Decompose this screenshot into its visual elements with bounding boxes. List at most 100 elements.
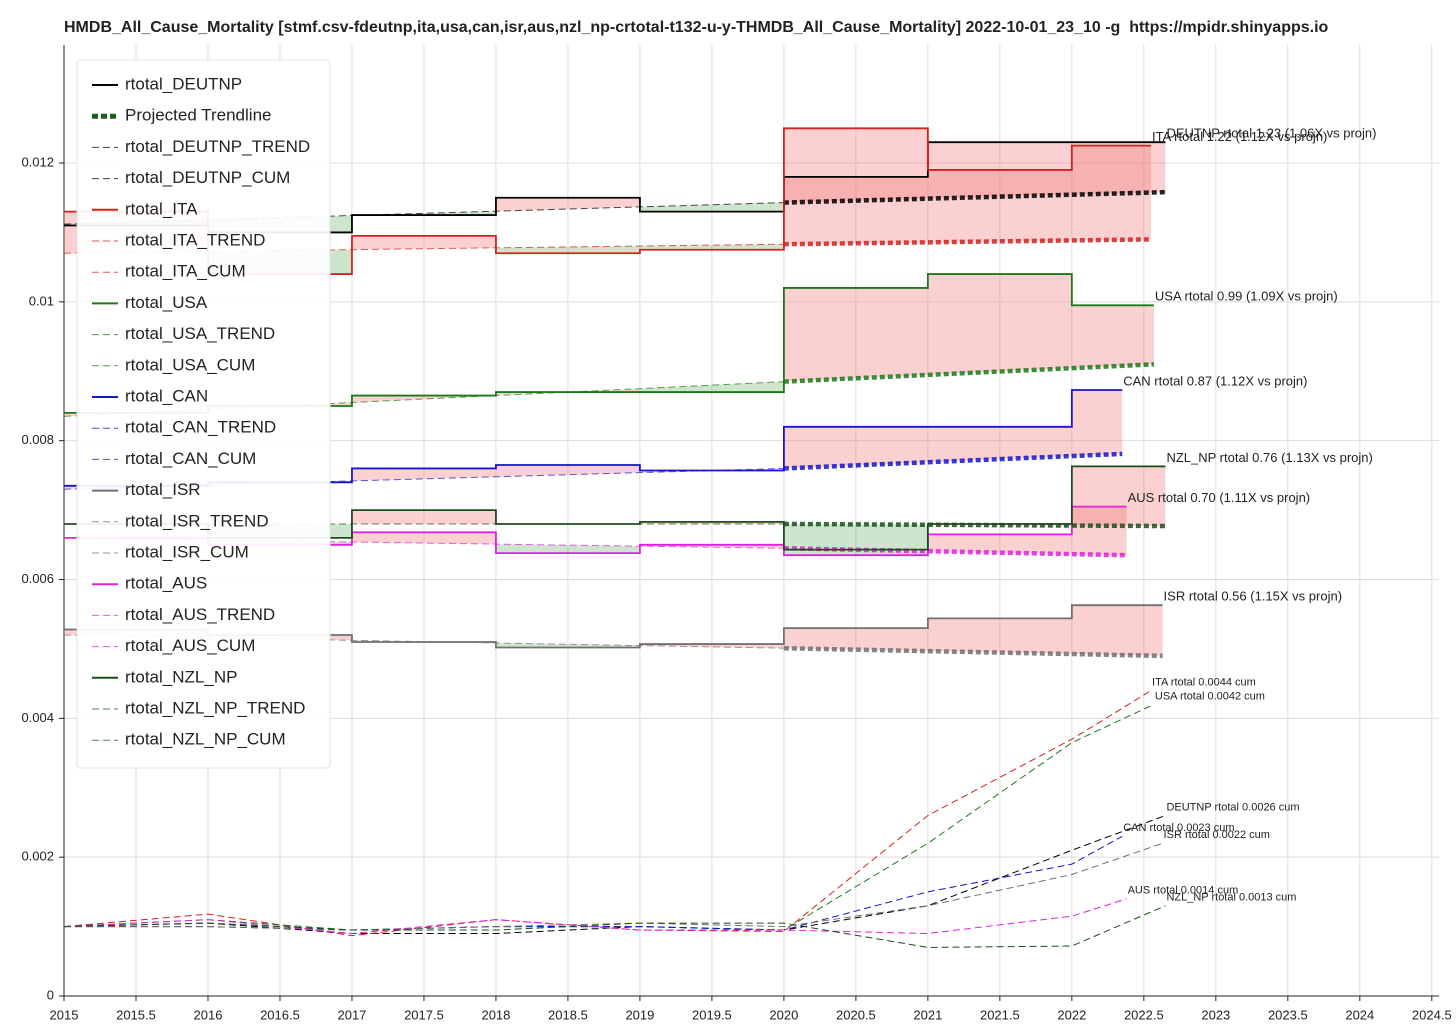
projected-trend [783, 362, 1155, 384]
legend-label: rtotal_NZL_NP_TREND [125, 698, 305, 717]
x-tick-label: 2016 [194, 1007, 223, 1022]
y-tick-label: 0 [47, 987, 54, 1002]
projected-trend [783, 237, 1152, 247]
legend-label: rtotal_USA_TREND [125, 324, 275, 343]
series-label: USA rtotal 0.99 (1.09X vs projn) [1155, 289, 1338, 304]
trend-line [63, 467, 784, 490]
excess-fill [783, 128, 928, 245]
trend-line [63, 381, 784, 417]
x-tick-label: 2018 [481, 1007, 510, 1022]
legend-label: rtotal_AUS_TREND [125, 605, 275, 624]
projected-trend [783, 451, 1123, 471]
excess-fill [783, 426, 928, 469]
excess-fill [1071, 605, 1163, 656]
x-tick-label: 2017.5 [404, 1007, 444, 1022]
legend-label: rtotal_NZL_NP [125, 667, 237, 686]
series-label: ISR rtotal 0.56 (1.15X vs projn) [1164, 589, 1342, 604]
excess-fill [351, 468, 496, 481]
legend-label: rtotal_ITA_CUM [125, 262, 246, 281]
y-tick-label: 0.01 [29, 293, 54, 308]
x-tick-label: 2022.5 [1124, 1007, 1164, 1022]
legend-label: rtotal_DEUTNP [125, 74, 242, 93]
excess-fill [351, 532, 496, 545]
excess-fill [639, 381, 784, 393]
series-label: DEUTNP rtotal 0.0026 cum [1166, 801, 1299, 813]
series-label: ITA rtotal 1.22 (1.12X vs projn) [1152, 129, 1327, 144]
excess-fill [927, 274, 1072, 375]
excess-fill [1071, 142, 1166, 195]
x-tick-label: 2015.5 [116, 1007, 156, 1022]
legend-label: rtotal_ISR_CUM [125, 542, 249, 561]
excess-fill [1071, 389, 1123, 457]
series-label: ISR rtotal 0.0022 cum [1164, 829, 1270, 841]
series-label: CAN rtotal 0.87 (1.12X vs projn) [1123, 373, 1307, 388]
excess-fill [1071, 466, 1166, 527]
legend-label: Projected Trendline [125, 106, 271, 125]
excess-fill [351, 510, 496, 524]
legend-label: rtotal_CAN_TREND [125, 418, 276, 437]
y-tick-label: 0.006 [21, 571, 54, 586]
x-tick-label: 2021 [913, 1007, 942, 1022]
excess-fill [639, 202, 784, 212]
excess-fill [783, 287, 928, 382]
legend-label: rtotal_CAN [125, 386, 208, 405]
legend-label: rtotal_ITA_TREND [125, 230, 265, 249]
series-label: AUS rtotal 0.70 (1.11X vs projn) [1128, 490, 1311, 505]
excess-fill [1071, 305, 1154, 369]
excess-fill [783, 523, 928, 550]
legend-label: rtotal_DEUTNP_CUM [125, 168, 290, 187]
series-label: USA rtotal 0.0042 cum [1155, 690, 1265, 702]
x-tick-label: 2020 [769, 1007, 798, 1022]
x-tick-label: 2018.5 [548, 1007, 588, 1022]
x-tick-label: 2024.5 [1412, 1007, 1452, 1022]
x-tick-label: 2023.5 [1268, 1007, 1308, 1022]
trend-line [63, 202, 784, 225]
legend-label: rtotal_AUS [125, 574, 207, 593]
x-tick-label: 2022 [1057, 1007, 1086, 1022]
excess-fill [927, 534, 1072, 555]
legend-label: rtotal_DEUTNP_TREND [125, 137, 310, 156]
cum-line [63, 898, 1127, 935]
trend-line [63, 243, 784, 254]
labels: DEUTNP rtotal 1.23 (1.06X vs projn) DEUTN… [1123, 126, 1376, 904]
legend-label: rtotal_ISR [125, 480, 201, 499]
projected-trend [783, 645, 1163, 659]
chart-title: HMDB_All_Cause_Mortality [stmf.csv-fdeut… [64, 19, 1329, 36]
legend-label: rtotal_CAN_CUM [125, 449, 256, 468]
x-tick-label: 2016.5 [260, 1007, 300, 1022]
x-tick-label: 2019.5 [692, 1007, 732, 1022]
cum-line [63, 905, 1166, 948]
series-label: CAN rtotal 0.0023 cum [1123, 822, 1234, 834]
legend-box [76, 59, 331, 769]
x-tick-label: 2023 [1201, 1007, 1230, 1022]
series-label: DEUTNP rtotal 1.23 (1.06X vs projn) [1166, 126, 1376, 141]
legend-label: rtotal_NZL_NP_CUM [125, 730, 286, 749]
x-tick-label: 2024 [1345, 1007, 1374, 1022]
x-tick-label: 2020.5 [836, 1007, 876, 1022]
excess-fill [351, 235, 496, 250]
excess-fill [927, 618, 1072, 655]
excess-fill [927, 426, 1072, 463]
excess-fill [495, 544, 640, 554]
excess-fill [1071, 506, 1127, 556]
legend-label: rtotal_AUS_CUM [125, 636, 255, 655]
excess-fill [495, 464, 640, 477]
cum-line [63, 690, 1152, 937]
trend-line [63, 634, 784, 649]
y-tick-label: 0.002 [21, 849, 54, 864]
excess-fill [1071, 145, 1152, 241]
trend-line [63, 537, 784, 549]
series-label: NZL_NP rtotal 0.76 (1.13X vs projn) [1166, 450, 1372, 465]
excess-fill [783, 176, 928, 203]
legend-label: rtotal_ITA [125, 199, 198, 218]
x-tick-label: 2017 [337, 1007, 366, 1022]
series-label: NZL_NP rtotal 0.0013 cum [1166, 892, 1296, 904]
legend-label: rtotal_USA [125, 293, 208, 312]
y-tick-label: 0.008 [21, 432, 54, 447]
series-label: ITA rtotal 0.0044 cum [1152, 676, 1256, 688]
legend: rtotal_DEUTNP Projected Trendline rtotal_D… [76, 59, 331, 769]
x-tick-label: 2015 [50, 1007, 79, 1022]
y-tick-label: 0.004 [21, 710, 54, 725]
excess-fill [927, 169, 1072, 243]
